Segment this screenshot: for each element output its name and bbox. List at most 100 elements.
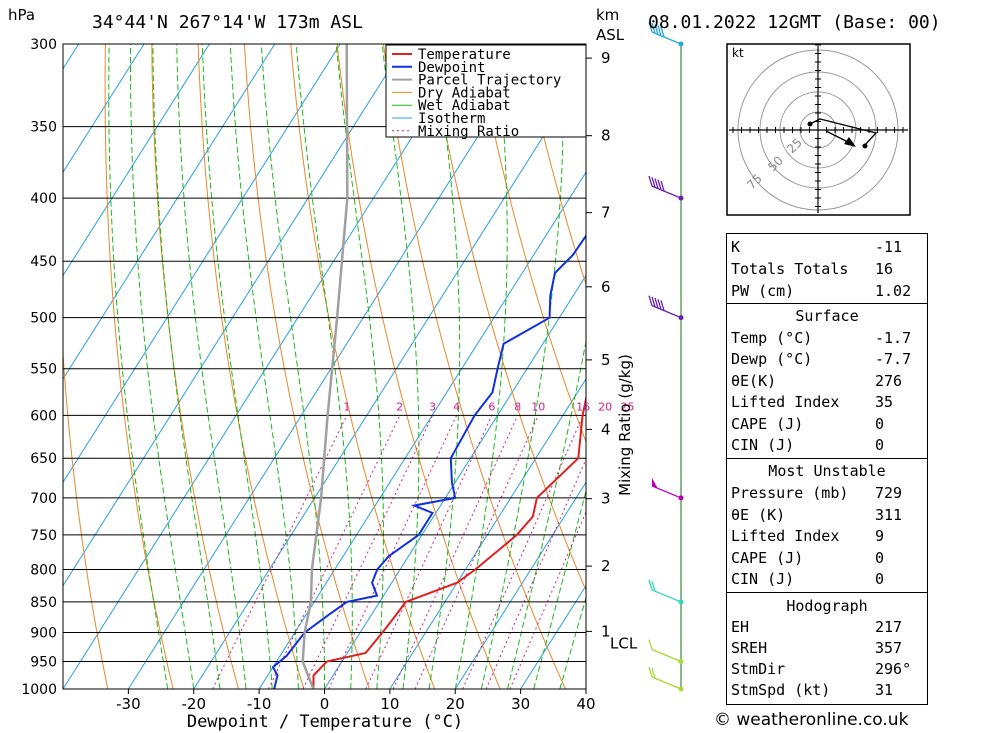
legend-label: Parcel Trajectory (418, 73, 561, 89)
mu-row: CAPE (J) 0 (731, 549, 885, 567)
mixing-ratio-line (302, 415, 434, 689)
mixing-ratio-label: 6 (488, 400, 495, 413)
legend-label: Temperature (418, 47, 511, 63)
km-tick-label: 1 (601, 622, 611, 640)
x-tick-label: 20 (446, 695, 465, 713)
wind-barb-feather (660, 300, 665, 311)
surface-row: Dewp (°C) -7.7 (731, 350, 912, 368)
surface-row: CIN (J) 0 (731, 436, 885, 454)
km-tick-label: 7 (601, 204, 611, 222)
hodo-row: StmDir 296° (731, 660, 912, 678)
mu-row: CIN (J) 0 (731, 570, 885, 588)
wind-barb-feather (654, 24, 659, 35)
mixing-ratio-label: 8 (514, 400, 521, 413)
wet-adiabat-line (335, 44, 384, 689)
wind-barb-feather (657, 25, 662, 36)
hodograph-point (807, 121, 813, 127)
isotherm-line (454, 481, 586, 689)
pressure-tick-label: 1000 (21, 682, 57, 698)
hodograph-table-title: Hodograph (786, 597, 868, 615)
pressure-tick-label: 600 (30, 408, 57, 424)
legend-box (385, 44, 587, 138)
x-tick-label: -20 (182, 695, 207, 713)
mixing-ratio-line (212, 415, 348, 689)
wet-adiabat-line (152, 44, 221, 689)
wet-adiabat-line (454, 44, 508, 689)
mixing-ratio-label: 25 (620, 400, 634, 413)
wind-barb-feather (660, 180, 665, 192)
km-tick-label: 5 (601, 351, 611, 369)
pressure-tick-label: 350 (30, 120, 57, 136)
wind-barb-feather (651, 177, 656, 188)
mixing-ratio-label: 2 (396, 400, 403, 413)
mixing-ratio-line (462, 415, 584, 689)
x-tick-label: 10 (380, 695, 399, 713)
wind-barb-staff (651, 31, 682, 45)
legend-label: Isotherm (418, 111, 485, 127)
index-row: Totals Totals 16 (731, 260, 894, 278)
pressure-tick-label: 450 (30, 254, 57, 270)
x-axis-label: Dewpoint / Temperature (°C) (187, 712, 463, 732)
storm-motion-vector (825, 130, 851, 144)
hodograph-table-panel: Hodograph EH 217 SREH 357 StmDir 296° StmSp… (726, 592, 928, 705)
surface-title: Surface (795, 307, 859, 325)
wet-adiabat-line (260, 44, 325, 689)
isotherm-line (324, 274, 586, 689)
dry-adiabat-line (475, 44, 586, 444)
mixing-ratio-line (392, 415, 519, 689)
temperature-series (312, 394, 586, 689)
legend-label: Dewpoint (418, 60, 485, 76)
km-tick-label: 8 (601, 127, 611, 145)
hodo-row: EH 217 (731, 618, 903, 636)
mu-row: θE (K) 311 (731, 506, 903, 524)
mixing-ratio-line (267, 415, 401, 689)
pressure-tick-label: 550 (30, 362, 57, 378)
location-title: 34°44'N 267°14'W 173m ASL (92, 12, 363, 33)
index-row: K -11 (731, 238, 903, 256)
x-tick-label: -10 (247, 695, 272, 713)
surface-row: Temp (°C) -1.7 (731, 329, 912, 347)
hpa-unit-label: hPa (8, 6, 35, 24)
wind-barb-feather (657, 179, 662, 190)
legend-label: Wet Adiabat (418, 98, 511, 114)
indices-panel: K -11 Totals Totals 16 PW (cm) 1.02 (726, 233, 928, 305)
isotherm-line (258, 171, 586, 689)
wind-barb-staff (651, 676, 682, 690)
pressure-tick-label: 500 (30, 311, 57, 327)
parcel-trajectory-series (301, 44, 349, 689)
wind-barb-staff (651, 305, 682, 319)
wind-barb-feather (648, 21, 653, 33)
x-tick-label: 40 (576, 695, 595, 713)
wet-adiabat-line (428, 44, 461, 689)
datetime-title: 08.01.2022 12GMT (Base: 00) (648, 12, 941, 33)
lcl-label: LCL (610, 635, 638, 653)
wind-barb-feather (648, 639, 653, 650)
legend-label: Mixing Ratio (418, 124, 519, 140)
wind-barb-feather (654, 178, 659, 189)
km-tick-label: 4 (601, 420, 611, 438)
surface-row: CAPE (J) 0 (731, 415, 885, 433)
km-tick-label: 3 (601, 490, 611, 508)
x-tick-label: 0 (320, 695, 330, 713)
x-tick-label: -30 (116, 695, 141, 713)
credit-link[interactable]: © weatheronline.co.uk (714, 710, 909, 730)
wind-barb-feather (657, 299, 662, 310)
pressure-tick-label: 950 (30, 655, 57, 671)
wet-adiabat-line (130, 44, 195, 689)
isotherm-line (63, 44, 341, 484)
pressure-tick-label: 750 (30, 528, 57, 544)
isotherm-line (63, 44, 145, 174)
wind-barb-feather (651, 296, 656, 308)
index-row: PW (cm) 1.02 (731, 282, 912, 300)
wind-barb-feather (651, 580, 656, 592)
dry-adiabat-line (104, 44, 174, 689)
hodo-row: SREH 357 (731, 639, 903, 657)
mixing-ratio-label: 3 (429, 400, 436, 413)
mu-row: Lifted Index 9 (731, 527, 885, 545)
wind-barb-feather (660, 26, 665, 37)
dry-adiabat-line (63, 347, 109, 689)
isotherm-line (63, 44, 472, 689)
wet-adiabat-line (533, 488, 586, 689)
surface-row: Lifted Index 35 (731, 393, 894, 411)
